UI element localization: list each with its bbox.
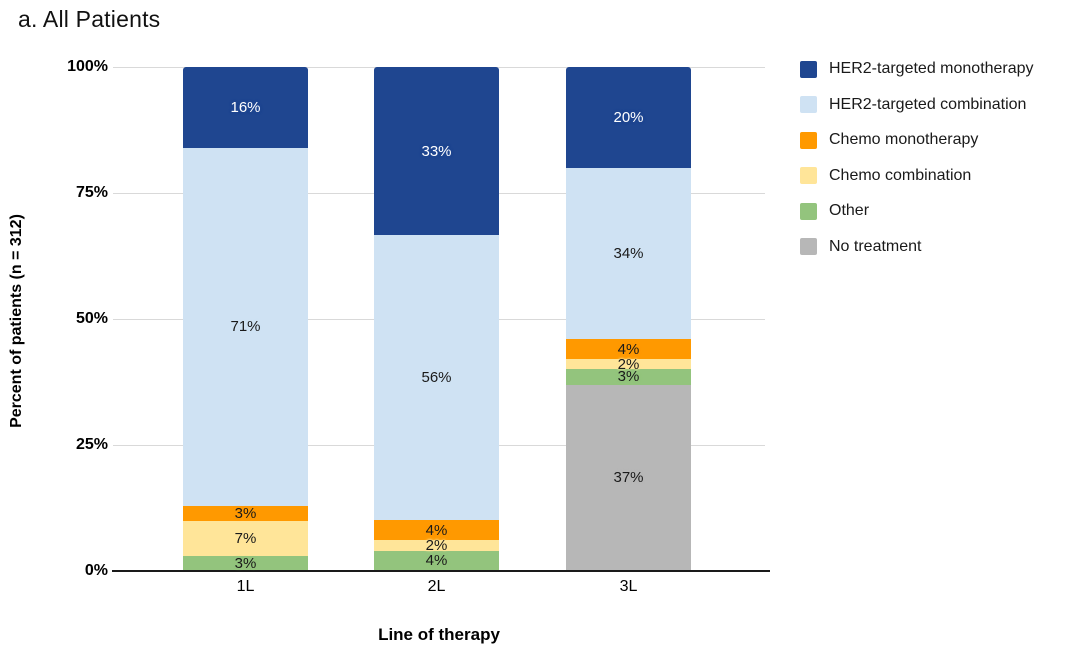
bar-value-label: 4% [617,340,640,358]
bar-segment: 34% [566,167,691,340]
legend-swatch [800,96,817,113]
x-category-label-1L: 1L [236,578,255,595]
x-category-label-3L: 3L [619,578,638,595]
bar-value-label: 4% [425,521,448,539]
bar-value-label: 33% [421,142,452,160]
legend-swatch [800,238,817,255]
bar-segment: 20% [566,67,691,168]
bar-segment: 16% [183,67,308,148]
legend-swatch [800,131,817,149]
legend-label: HER2-targeted combination [829,95,1027,113]
legend-label: HER2-targeted monotherapy [829,60,1034,77]
legend-item: HER2-targeted combination [800,96,1034,114]
legend-item: HER2-targeted monotherapy [800,60,1034,78]
bar-segment: 7% [183,520,308,556]
x-axis-line [112,570,770,572]
bar-segment: 2% [566,355,691,373]
y-tick-label: 75% [75,184,108,201]
chart-title: a. All Patients [18,6,161,32]
legend-swatch [800,167,817,184]
legend-item: Chemo combination [800,167,1034,185]
legend-label: Other [829,202,870,219]
legend: HER2-targeted monotherapy HER2-targeted c… [800,60,1034,273]
bar-segment: 56% [374,235,499,521]
legend-label: Chemo combination [829,166,972,184]
plot-area: 16% 71% 3% 7% 3% 33% 56% 4% 2% 4% 20% 34% 4% 2% 3% 37% [112,67,770,572]
bar-value-label: 71% [230,318,261,336]
bar-value-label: 2% [425,537,448,555]
legend-item: No treatment [800,238,1034,256]
bar-2L: 33% 56% 4% 2% 4% [374,67,499,571]
x-category-label-2L: 2L [427,578,446,595]
bar-segment: 2% [374,537,499,555]
bar-value-label: 7% [234,529,257,547]
legend-label: No treatment [829,237,922,255]
bar-value-label: 34% [613,245,644,262]
bar-segment: 3% [183,504,308,522]
legend-swatch [800,202,817,220]
legend-item: Other [800,202,1034,220]
bar-value-label: 3% [234,554,257,572]
bar-value-label: 56% [421,369,452,387]
bar-1L: 16% 71% 3% 7% 3% [183,67,308,571]
x-axis-title: Line of therapy [378,625,500,644]
y-tick-label: 50% [75,310,108,327]
y-tick-label: 100% [67,58,108,75]
bar-segment: 71% [183,147,308,506]
bar-value-label: 20% [613,108,644,126]
bar-segment: 33% [374,67,499,236]
legend-item: Chemo monotherapy [800,131,1034,149]
y-tick-label: 0% [84,562,108,579]
bar-segment: 3% [566,368,691,386]
legend-label: Chemo monotherapy [829,131,979,148]
legend-swatch [800,60,817,78]
bar-value-label: 3% [617,368,640,386]
bar-value-label: 2% [617,355,640,373]
bar-segment: 3% [183,554,308,572]
bar-value-label: 16% [230,98,261,116]
bar-segment: 4% [374,550,499,571]
bar-value-label: 37% [613,469,644,487]
bar-3L: 20% 34% 4% 2% 3% 37% [566,67,691,571]
bar-value-label: 4% [425,552,448,570]
bar-segment: 37% [566,384,691,571]
y-tick-label: 25% [75,436,108,453]
bar-segment: 4% [374,520,499,541]
bar-segment: 4% [566,339,691,360]
bar-value-label: 3% [234,504,257,522]
